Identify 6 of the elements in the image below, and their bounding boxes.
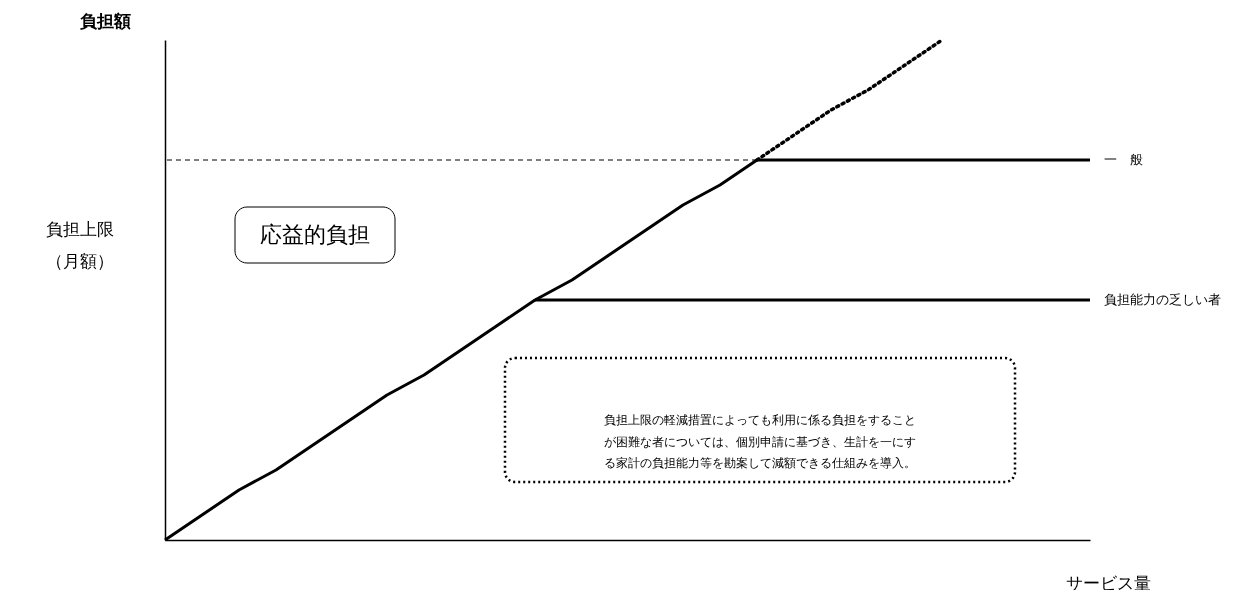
- annotation: 負担上限の軽減措置によっても利用に係る負担をすることが困難な者については、個別申請に基づき、生計を一にする家計の負担能力等を勘案して減額できる仕組みを導入。: [604, 413, 916, 471]
- series-label: 一 般: [1104, 152, 1143, 167]
- series-label: 負担能力の乏しい者: [1104, 292, 1221, 307]
- annotation: 応益的負担: [260, 222, 370, 247]
- text: 負担上限（月額）: [46, 219, 114, 272]
- y-axis-title: 負担額: [80, 10, 131, 31]
